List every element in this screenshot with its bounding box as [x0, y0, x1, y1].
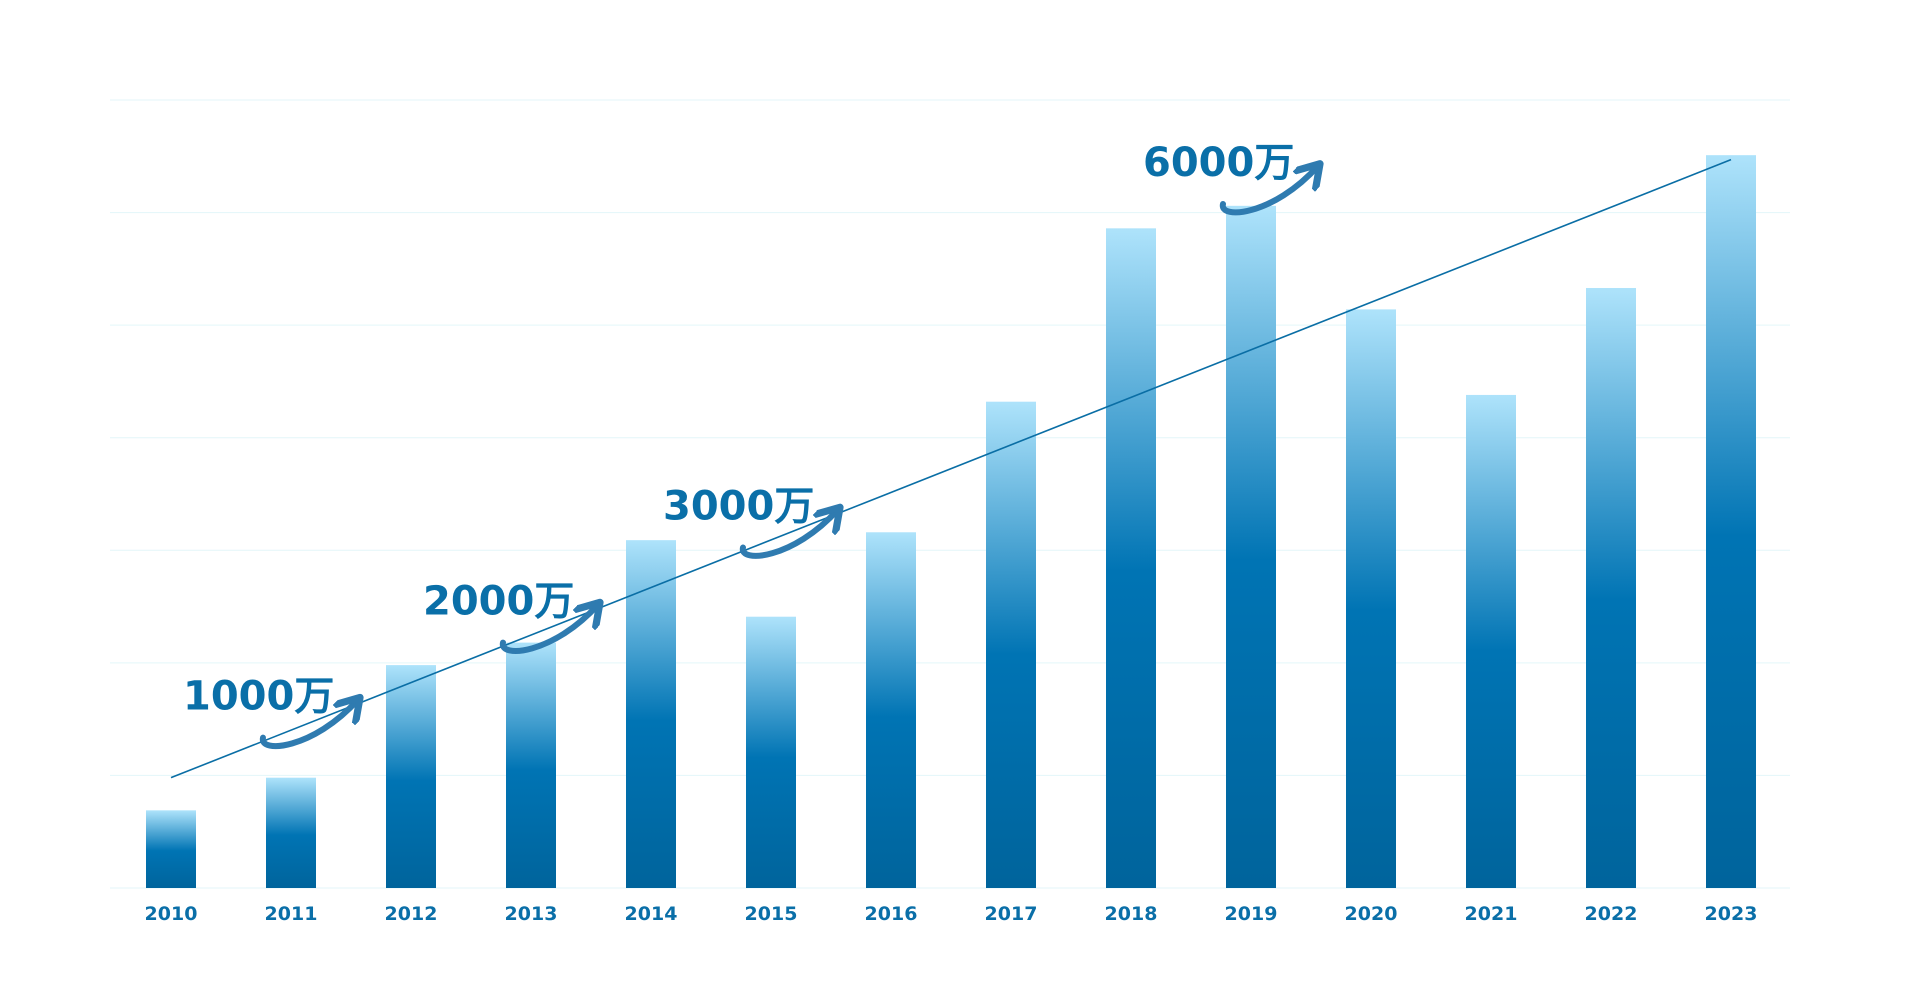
bar-2010 [146, 810, 196, 888]
annotations: 1000万 2000万 3000万 6000万 [183, 140, 1318, 750]
bar-2022 [1586, 287, 1636, 889]
bar-2023 [1706, 155, 1756, 888]
x-tick-label: 2012 [385, 903, 438, 925]
x-tick-label: 2010 [145, 903, 198, 925]
bar-2012 [386, 665, 436, 888]
x-tick-label: 2021 [1465, 903, 1518, 925]
bar-2020 [1346, 309, 1396, 889]
annotation-3: 3000万 [663, 484, 838, 559]
bar-2015 [746, 616, 796, 888]
annotation-2: 2000万 [423, 579, 598, 654]
annotation-1: 1000万 [183, 674, 358, 750]
trend-line [170, 158, 1732, 779]
trend-arrow-icon [739, 510, 838, 559]
x-tick-label: 2023 [1705, 903, 1758, 925]
bar-2016 [866, 532, 916, 888]
trend-arrow-icon [259, 700, 358, 750]
x-tick-label: 2019 [1225, 903, 1278, 925]
x-tick-label: 2018 [1105, 903, 1158, 925]
trend-arrow-icon [499, 605, 598, 654]
annotation-4: 6000万 [1143, 140, 1318, 216]
bar-2021 [1466, 394, 1516, 888]
annotation-label: 1000万 [183, 674, 334, 720]
bar-2018 [1106, 228, 1156, 888]
x-tick-label: 2014 [625, 903, 678, 925]
bar-2014 [626, 540, 676, 888]
x-tick-label: 2017 [985, 903, 1038, 925]
trend-line-group [170, 158, 1732, 779]
x-tick-label: 2015 [745, 903, 798, 925]
annotation-label: 6000万 [1143, 140, 1294, 186]
x-tick-label: 2020 [1345, 903, 1398, 925]
x-tick-label: 2016 [865, 903, 918, 925]
gridlines [110, 99, 1790, 889]
annotation-label: 2000万 [423, 579, 574, 625]
x-tick-label: 2011 [265, 903, 318, 925]
x-tick-label: 2022 [1585, 903, 1638, 925]
bars [146, 155, 1756, 889]
x-tick-label: 2013 [505, 903, 558, 925]
bar-2017 [986, 401, 1036, 888]
bar-2019 [1226, 205, 1276, 888]
bar-2011 [266, 777, 316, 888]
bar-2013 [506, 642, 556, 888]
trend-arrow-icon [1219, 166, 1318, 216]
annotation-label: 3000万 [663, 484, 814, 530]
x-axis-ticks: 2010 2011 2012 2013 2014 2015 2016 2017 2018 2019… [145, 903, 1758, 925]
